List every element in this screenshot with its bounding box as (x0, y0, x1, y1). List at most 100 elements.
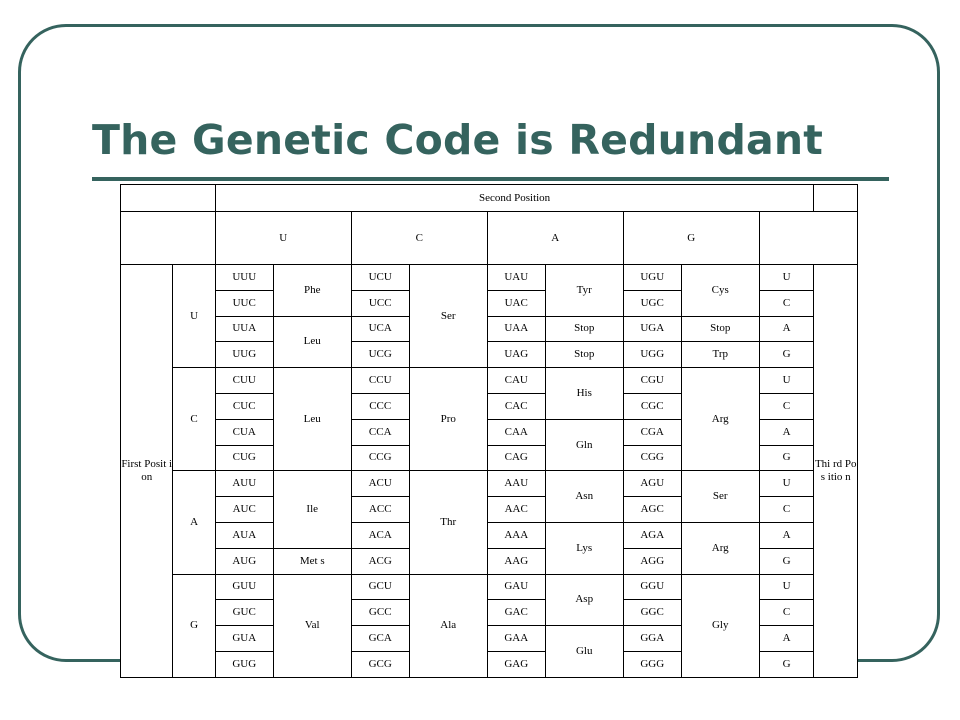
codon-cell: AGA (622, 521, 682, 549)
codon-cell: GCU (350, 573, 410, 601)
codon-cell: UUA (214, 315, 274, 343)
codon-cell: ACA (350, 521, 410, 549)
second-position-label: Second Position (214, 184, 815, 212)
codon-cell: UCU (350, 264, 410, 291)
header-blank-cell (120, 211, 216, 265)
first-base-label: A (172, 470, 216, 575)
third-base-label: A (758, 315, 815, 343)
codon-row: A AUU Ile ACU Thr AAU Asn AGU Ser U (121, 470, 858, 575)
codon-cell: GAA (486, 625, 546, 652)
codon-row: C CUU Leu CCU Pro CAU His CGU Arg U (121, 367, 858, 472)
amino-acid-cell: Asn (544, 470, 624, 523)
codon-cell: CGU (622, 367, 682, 394)
codon-cell: CGC (622, 392, 682, 420)
amino-acid-cell: Thr (408, 470, 488, 575)
codon-cell: UAU (486, 264, 546, 291)
codon-cell: UAA (486, 315, 546, 343)
amino-acid-cell: Pro (408, 367, 488, 472)
codon-cell: CUG (214, 444, 274, 472)
genetic-code-table: Second Position U C A G First Posit ion U UUU Ph… (119, 184, 859, 678)
codon-cell: CAA (486, 418, 546, 446)
codon-row: AUA ACA AAA Lys AGA Arg A (121, 521, 858, 575)
amino-acid-cell: Stop (680, 315, 760, 343)
amino-acid-cell: Ser (680, 470, 760, 523)
amino-acid-cell: Arg (680, 521, 760, 575)
codon-cell: AAA (486, 521, 546, 549)
amino-acid-cell: Gly (680, 573, 760, 678)
codon-cell: AAC (486, 496, 546, 523)
second-base-header: U (214, 211, 352, 265)
amino-acid-cell: Leu (272, 315, 352, 369)
amino-acid-cell: Ile (272, 470, 352, 549)
header-blank-cell (120, 184, 216, 212)
codon-cell: UUG (214, 341, 274, 369)
codon-cell: UUC (214, 289, 274, 317)
codon-cell: CAG (486, 444, 546, 472)
codon-row: GUG GCG GAG GGG G (121, 650, 858, 678)
codon-cell: CUU (214, 367, 274, 394)
codon-row: G GUU Val GCU Ala GAU Asp GGU Gly U (121, 573, 858, 678)
third-position-label: Thi rd Pos itio n (813, 264, 858, 678)
codon-cell: UGC (622, 289, 682, 317)
amino-acid-cell: Val (272, 573, 352, 678)
codon-cell: UAC (486, 289, 546, 317)
codon-cell: AGU (622, 470, 682, 498)
codon-cell: CGG (622, 444, 682, 472)
title-divider (92, 177, 889, 181)
third-base-label: A (758, 625, 815, 652)
codon-cell: AUG (214, 547, 274, 575)
amino-acid-cell: Gln (544, 418, 624, 472)
amino-acid-cell: Phe (272, 264, 352, 317)
third-base-label: C (758, 496, 815, 523)
third-base-label: C (758, 392, 815, 420)
codon-cell: UGU (622, 264, 682, 291)
third-base-label: G (758, 444, 815, 472)
codon-row: CUC CCC CAC CGC C (121, 392, 858, 420)
codon-cell: CCA (350, 418, 410, 446)
codon-row: UUG UCG UAG Stop UGG Trp G (121, 341, 858, 369)
third-base-label: U (758, 470, 815, 498)
codon-cell: AUU (214, 470, 274, 498)
amino-acid-cell: His (544, 367, 624, 420)
codon-cell: UAG (486, 341, 546, 369)
codon-cell: GGU (622, 573, 682, 601)
third-base-label: G (758, 547, 815, 575)
codon-row: UUC UCC UAC UGC C (121, 289, 858, 317)
third-base-label: G (758, 341, 815, 369)
codon-cell: ACC (350, 496, 410, 523)
codon-cell: GGC (622, 599, 682, 627)
codon-cell: GAG (486, 650, 546, 678)
amino-acid-cell: Stop (544, 315, 624, 343)
codon-cell: UCC (350, 289, 410, 317)
codon-cell: UCG (350, 341, 410, 369)
codon-cell: ACG (350, 547, 410, 575)
slide-title: The Genetic Code is Redundant (92, 116, 824, 164)
codon-cell: CUA (214, 418, 274, 446)
codon-cell: GCG (350, 650, 410, 678)
third-base-label: U (758, 573, 815, 601)
amino-acid-cell: Met s (272, 547, 352, 575)
amino-acid-cell: Glu (544, 625, 624, 678)
second-base-header: C (350, 211, 488, 265)
codon-cell: AUA (214, 521, 274, 549)
codon-cell: UCA (350, 315, 410, 343)
codon-cell: AGC (622, 496, 682, 523)
amino-acid-cell: Tyr (544, 264, 624, 317)
codon-cell: GUA (214, 625, 274, 652)
codon-cell: GUC (214, 599, 274, 627)
codon-cell: AAG (486, 547, 546, 575)
second-base-header: A (486, 211, 624, 265)
codon-cell: GCA (350, 625, 410, 652)
codon-row: First Posit ion U UUU Phe UCU Ser UAU Tyr UGU Cys… (119, 263, 858, 678)
amino-acid-cell: Asp (544, 573, 624, 627)
codon-cell: UGG (622, 341, 682, 369)
codon-cell: CGA (622, 418, 682, 446)
amino-acid-cell: Arg (680, 367, 760, 472)
codon-cell: CAC (486, 392, 546, 420)
codon-cell: CCC (350, 392, 410, 420)
codon-cell: CAU (486, 367, 546, 394)
codon-cell: ACU (350, 470, 410, 498)
third-base-label: C (758, 289, 815, 317)
codon-cell: AAU (486, 470, 546, 498)
first-base-label: G (172, 573, 216, 678)
